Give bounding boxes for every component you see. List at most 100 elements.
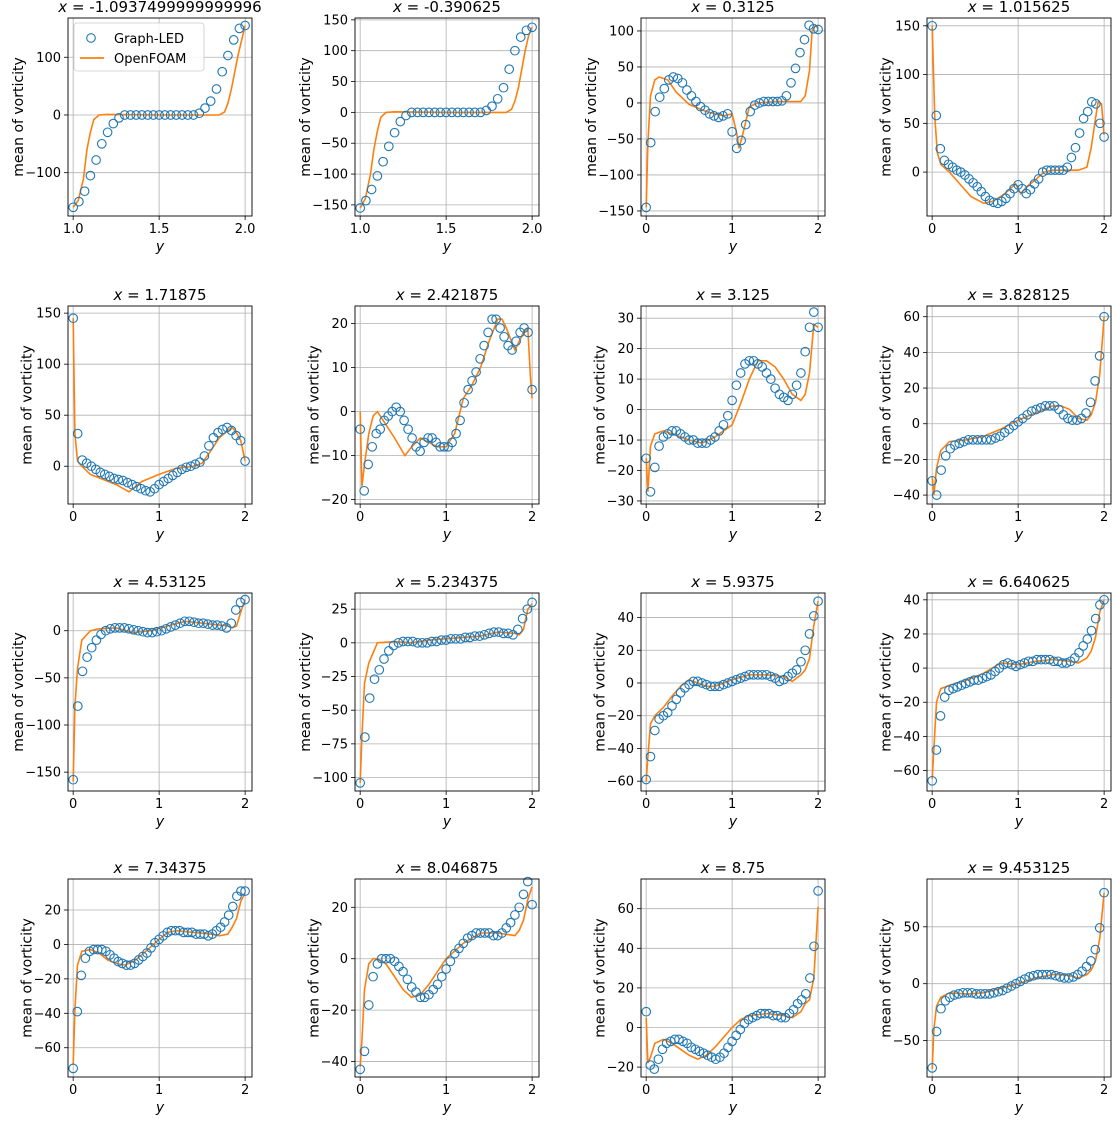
graph-led-marker	[791, 665, 802, 675]
graph-led-marker	[375, 424, 386, 435]
graph-led-marker	[927, 20, 938, 31]
graph-led-marker	[776, 1012, 787, 1023]
x-tick-label: 1	[442, 1083, 450, 1098]
graph-led-marker	[1086, 625, 1097, 636]
x-tick-label: 0	[356, 1083, 364, 1098]
y-tick-label: 20	[44, 903, 61, 918]
graph-led-marker	[195, 457, 205, 468]
y-tick-label: −40	[607, 742, 634, 757]
graph-led-marker	[735, 368, 746, 378]
y-tick-label: 150	[323, 13, 348, 28]
graph-led-marker	[993, 986, 1004, 997]
x-tick-label: 0	[69, 797, 77, 812]
x-tick-label: 1	[728, 510, 736, 525]
y-tick-label: 0	[626, 677, 634, 692]
y-tick-label: 100	[895, 68, 920, 83]
y-tick-label: 0	[340, 636, 348, 651]
graph-led-marker	[641, 202, 652, 213]
subplot-10: 0 1 2 −100 −75 −50 −25 0 25 y mean of vorticity x =…	[298, 573, 540, 830]
graph-led-marker	[731, 380, 742, 391]
graph-led-marker	[415, 992, 426, 1003]
graph-led-marker	[175, 618, 185, 629]
x-tick-label: 2	[1100, 1083, 1108, 1098]
graph-led-marker	[745, 106, 756, 117]
graph-led-marker	[374, 664, 385, 675]
graph-led-marker	[127, 479, 137, 490]
graph-led-marker	[940, 450, 951, 461]
x-tick-label: 0	[69, 1083, 77, 1098]
graph-led-marker	[211, 84, 222, 94]
graph-led-marker	[236, 886, 246, 896]
y-axis-label: mean of vorticity	[592, 918, 608, 1037]
title-variable: x	[967, 573, 977, 591]
graph-led-marker	[451, 428, 461, 439]
graph-led-marker	[511, 336, 521, 347]
graph-led-marker	[74, 196, 84, 207]
graph-led-marker	[1035, 402, 1046, 413]
y-tick-label: 100	[323, 44, 348, 59]
graph-led-marker	[944, 992, 955, 1003]
x-tick-label: 2	[814, 1083, 822, 1098]
y-tick-label: −20	[893, 453, 920, 468]
y-tick-label: −100	[312, 168, 348, 183]
graph-led-marker	[808, 23, 819, 34]
axes-frame	[640, 592, 826, 792]
graph-led-marker	[804, 629, 815, 639]
axes-frame	[640, 305, 826, 505]
x-tick-label: 2.0	[522, 222, 543, 237]
graph-led-marker	[718, 679, 729, 690]
graph-led-marker	[1063, 973, 1074, 983]
graph-led-marker	[1091, 98, 1101, 109]
graph-led-marker	[800, 346, 811, 357]
axes-frame	[354, 305, 540, 505]
y-tick-label: 60	[903, 310, 920, 325]
x-tick-label: 0	[642, 1083, 650, 1098]
legend-box	[73, 22, 205, 72]
graph-led-marker	[813, 596, 823, 607]
graph-led-marker	[228, 35, 239, 45]
graph-led-marker	[417, 637, 428, 648]
y-tick-label: 20	[617, 981, 634, 996]
legend-openfoam-label: OpenFOAM	[114, 52, 186, 67]
graph-led-marker	[508, 629, 518, 640]
graph-led-marker	[460, 632, 471, 643]
x-tick-label: 0	[928, 510, 936, 525]
graph-led-marker	[1063, 413, 1073, 424]
axes-frame	[67, 305, 253, 505]
graph-led-marker	[641, 453, 652, 464]
x-axis-label: y	[728, 527, 738, 543]
y-tick-label: −60	[607, 775, 634, 790]
graph-led-marker	[471, 367, 481, 377]
graph-led-marker	[515, 32, 526, 42]
graph-led-marker	[1026, 406, 1037, 417]
y-tick-label: 10	[331, 361, 348, 376]
y-tick-label: 40	[903, 346, 920, 361]
axes-frame	[67, 878, 253, 1078]
x-axis-label: y	[442, 814, 452, 830]
graph-led-marker	[389, 127, 400, 138]
graph-led-marker	[475, 107, 486, 118]
title-value: = 6.640625	[977, 573, 1071, 591]
title-variable: x	[112, 286, 122, 304]
graph-led-marker	[403, 636, 413, 647]
subplot-title: x = 4.53125	[112, 573, 206, 591]
graph-led-marker	[671, 694, 682, 705]
graph-led-marker	[981, 671, 992, 682]
graph-led-marker	[704, 108, 715, 119]
graph-led-marker	[813, 886, 823, 896]
y-tick-label: −60	[34, 1041, 61, 1056]
graph-led-marker	[641, 1006, 652, 1017]
graph-led-marker	[479, 629, 490, 640]
graph-led-marker	[498, 82, 509, 93]
y-tick-label: 0	[912, 977, 920, 992]
graph-led-marker	[227, 901, 238, 912]
graph-led-marker	[1099, 594, 1109, 605]
y-tick-label: 40	[903, 593, 920, 608]
graph-led-marker	[137, 110, 147, 120]
graph-led-marker	[412, 107, 423, 118]
graph-led-marker	[230, 605, 241, 615]
x-axis-label: y	[728, 239, 738, 255]
y-axis-label: mean of vorticity	[306, 345, 322, 464]
graph-led-marker	[697, 678, 707, 688]
title-value: = 9.453125	[977, 859, 1071, 877]
